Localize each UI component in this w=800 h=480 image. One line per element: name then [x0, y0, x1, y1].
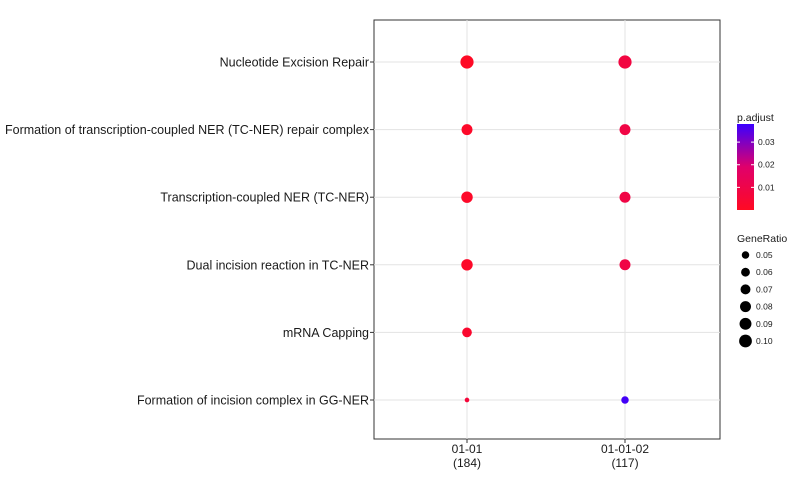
size-legend-dot	[740, 301, 751, 313]
data-point	[460, 55, 474, 69]
data-point	[619, 191, 631, 203]
y-tick-label: Nucleotide Excision Repair	[220, 56, 369, 70]
size-legend-dot	[739, 334, 752, 348]
x-axis: 01-01(184) 01-01-02(117)	[452, 439, 649, 470]
color-legend-label: 0.01	[758, 182, 775, 192]
data-point	[621, 396, 629, 404]
data-point	[462, 327, 472, 338]
data-point	[461, 191, 473, 203]
data-point	[464, 397, 470, 403]
data-point	[618, 55, 632, 69]
color-legend-label: 0.03	[758, 137, 775, 147]
plot-panel	[373, 19, 721, 440]
x-tick-count: (117)	[611, 456, 638, 470]
y-tick-label: Formation of transcription-coupled NER (…	[5, 123, 370, 137]
size-legend-label: 0.08	[756, 302, 773, 312]
data-point	[619, 124, 631, 136]
size-legend-dot	[741, 251, 750, 259]
data-point	[461, 124, 473, 136]
size-legend-label: 0.07	[756, 284, 773, 294]
color-legend-label: 0.02	[758, 160, 775, 170]
size-legend-label: 0.05	[756, 250, 773, 260]
y-tick-label: Formation of incision complex in GG-NER	[137, 394, 369, 408]
size-legend-dot	[739, 317, 752, 330]
x-tick-count: (184)	[453, 456, 481, 470]
color-legend-bar	[737, 124, 754, 210]
grid-lines	[374, 20, 720, 439]
x-tick-label: 01-01	[452, 442, 483, 456]
size-legend-label: 0.10	[756, 336, 773, 346]
y-tick-label: Dual incision reaction in TC-NER	[187, 258, 369, 272]
y-tick-label: mRNA Capping	[283, 326, 369, 340]
size-legend-title: GeneRatio	[737, 233, 787, 245]
size-legend: GeneRatio 0.05 0.06 0.07 0.08 0.09 0.10	[737, 233, 787, 348]
size-legend-label: 0.06	[756, 267, 773, 277]
data-point	[619, 259, 631, 271]
color-legend-title: p.adjust	[737, 112, 774, 124]
data-points	[460, 55, 632, 404]
data-point	[461, 259, 473, 271]
size-legend-dot	[741, 267, 750, 277]
y-tick-label: Transcription-coupled NER (TC-NER)	[160, 191, 369, 205]
color-legend: p.adjust 0.03 0.02 0.01	[737, 112, 775, 210]
y-axis: Nucleotide Excision Repair Formation of t…	[5, 56, 374, 408]
size-legend-dot	[740, 284, 751, 295]
x-tick-label: 01-01-02	[601, 442, 649, 456]
size-legend-label: 0.09	[756, 319, 773, 329]
